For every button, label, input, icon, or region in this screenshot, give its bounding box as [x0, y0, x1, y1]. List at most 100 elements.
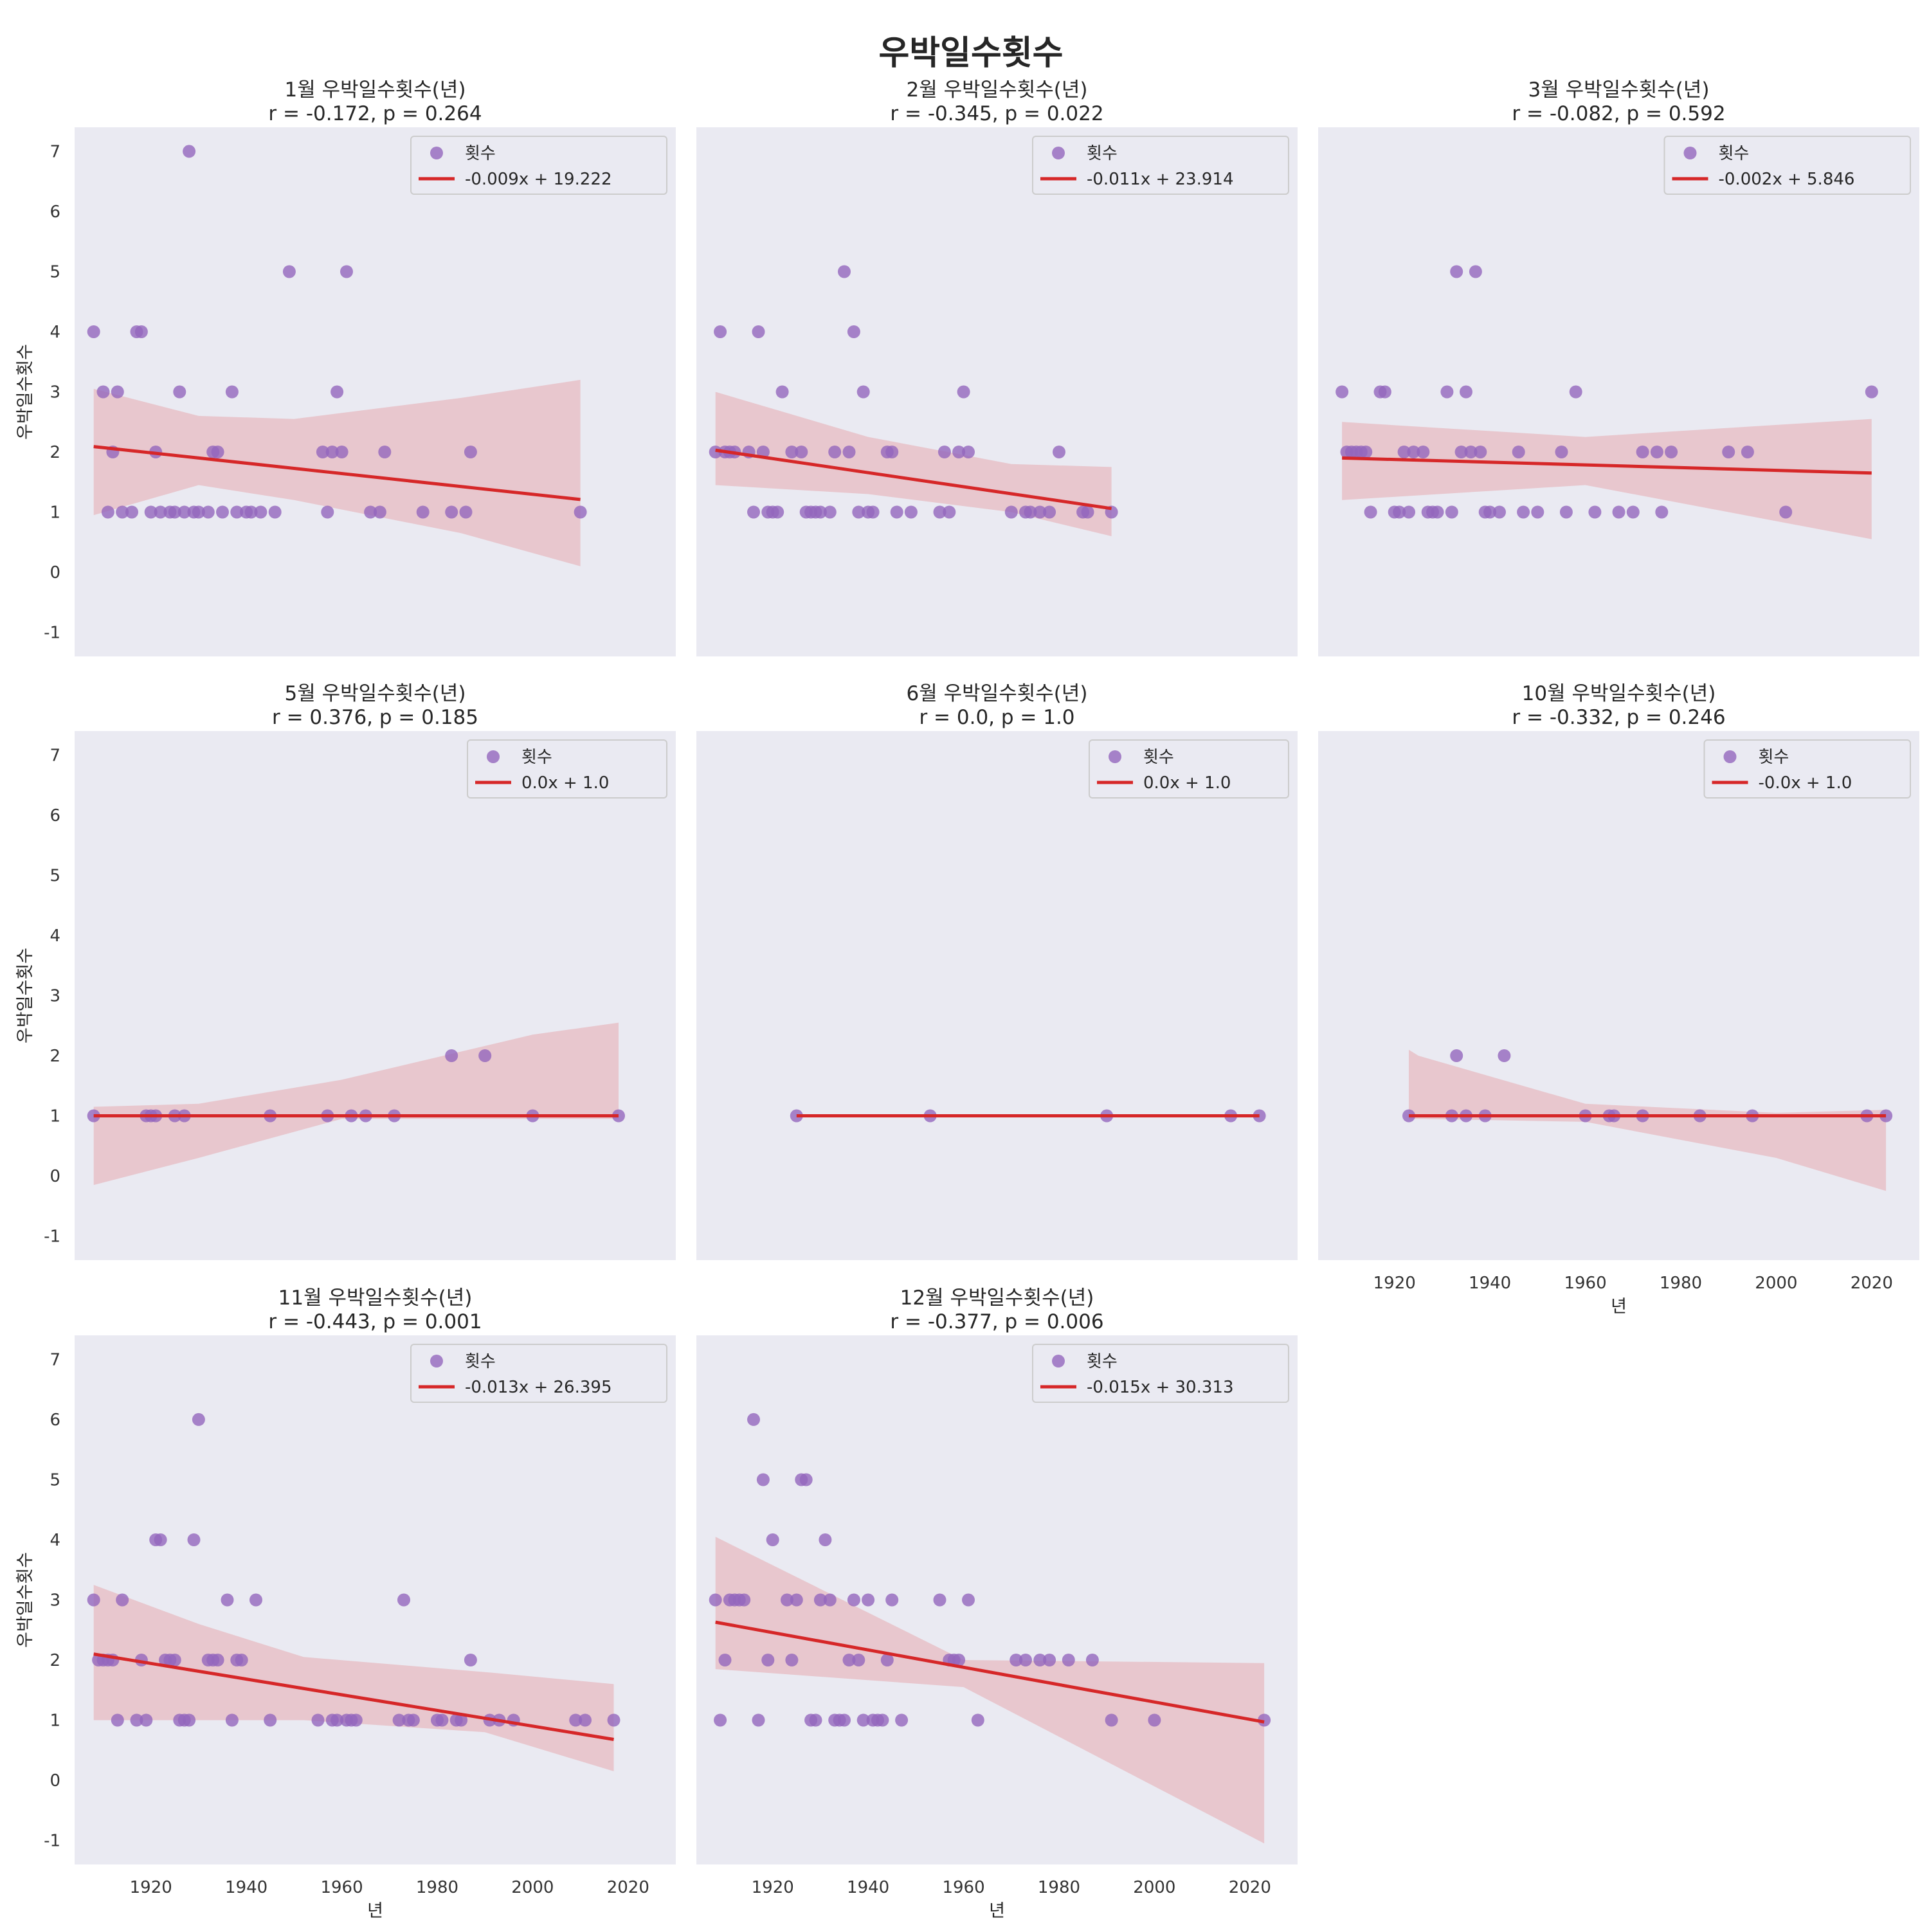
y-tick-label: 7: [50, 142, 60, 161]
subplot-stats: r = 0.376, p = 0.185: [272, 706, 478, 729]
x-tick-label: 1920: [130, 1878, 172, 1897]
x-axis-label: 년: [989, 1901, 1005, 1921]
data-point: [249, 1593, 262, 1607]
subplot-6: 10월 우박일수횟수(년)r = -0.332, p = 0.246 1920 19…: [1318, 682, 1919, 1317]
legend: 횟수 -0.002x + 5.846: [1663, 136, 1911, 195]
legend-marker-points: [1052, 1355, 1065, 1368]
data-point: [1043, 505, 1056, 519]
data-point: [574, 505, 587, 519]
subplot-title: 10월 우박일수횟수(년): [1522, 682, 1716, 705]
data-point: [201, 505, 215, 519]
x-axis-label: 년: [1611, 1297, 1627, 1317]
y-tick-label: 7: [50, 746, 60, 765]
data-point: [183, 1713, 196, 1727]
data-point: [790, 1593, 803, 1607]
data-point: [173, 385, 186, 399]
data-point: [1010, 1654, 1023, 1666]
data-point: [904, 505, 918, 519]
data-point: [771, 505, 784, 519]
data-point: [937, 446, 951, 458]
data-point: [435, 1713, 449, 1727]
data-point: [738, 1593, 751, 1607]
data-point: [445, 1049, 458, 1062]
data-point: [1665, 446, 1678, 458]
data-point: [709, 446, 722, 458]
subplot-title: 12월 우박일수횟수(년): [900, 1286, 1094, 1310]
y-tick-label: 1: [50, 1711, 60, 1731]
data-point: [1626, 505, 1640, 519]
subplot-5: 6월 우박일수횟수(년)r = 0.0, p = 1.0 횟수 0.0x + 1.0: [696, 682, 1298, 1260]
x-tick-label: 1980: [416, 1878, 458, 1897]
subplot-title: 3월 우박일수횟수(년): [1528, 78, 1710, 102]
data-point: [168, 1654, 181, 1666]
data-point: [813, 1593, 827, 1607]
regression-line: [715, 1620, 1265, 1724]
data-point: [325, 446, 339, 458]
data-point: [445, 505, 458, 519]
y-tick-label: 2: [50, 1047, 60, 1066]
data-point: [154, 505, 167, 519]
data-point: [1569, 385, 1582, 399]
x-tick-label: 2000: [1755, 1274, 1797, 1293]
legend: 횟수 -0.011x + 23.914: [1032, 136, 1289, 195]
legend-label-line: -0.015x + 30.313: [1087, 1378, 1234, 1397]
data-point: [823, 1593, 837, 1607]
data-point: [235, 1654, 248, 1666]
data-point: [311, 1713, 325, 1727]
data-point: [1588, 505, 1602, 519]
data-point: [268, 505, 282, 519]
data-point: [952, 446, 966, 458]
y-axis-label: 우박일수횟수: [15, 948, 35, 1043]
legend-box: [467, 739, 667, 799]
data-point: [1440, 385, 1454, 399]
data-point: [116, 1593, 129, 1607]
legend-label-points: 횟수: [1719, 144, 1750, 163]
data-point: [1004, 505, 1018, 519]
y-tick-label: 7: [50, 1350, 60, 1369]
y-tick-label: 5: [50, 1470, 60, 1490]
data-point: [244, 505, 258, 519]
data-point: [828, 446, 842, 458]
data-point: [714, 1713, 727, 1727]
confidence-band: [715, 392, 1112, 536]
subplot-title: 1월 우박일수횟수(년): [285, 78, 466, 102]
data-point: [177, 505, 191, 519]
data-point: [1364, 505, 1377, 519]
data-point: [1460, 385, 1472, 399]
data-point: [335, 446, 349, 458]
data-point: [349, 1713, 363, 1727]
subplot-stats: r = -0.345, p = 0.022: [890, 102, 1103, 125]
data-point: [842, 446, 856, 458]
data-point: [819, 1533, 832, 1546]
legend-label-points: 횟수: [465, 1352, 496, 1371]
data-point: [1531, 505, 1544, 519]
x-tick-label: 2020: [1851, 1274, 1893, 1293]
data-point: [130, 1713, 143, 1727]
regression-line: [1342, 456, 1872, 475]
subplot-8: 12월 우박일수횟수(년)r = -0.377, p = 0.006 1920 19…: [696, 1286, 1298, 1921]
subplot-2: 2월 우박일수횟수(년)r = -0.345, p = 0.022 횟수 -0.01…: [696, 78, 1298, 656]
data-point: [852, 505, 865, 519]
subplot-3: 3월 우박일수횟수(년)r = -0.082, p = 0.592 횟수 -0.00…: [1318, 78, 1919, 656]
data-point: [211, 1654, 224, 1666]
data-point: [756, 1473, 770, 1486]
legend-label-line: -0.0x + 1.0: [1759, 773, 1852, 793]
x-tick-label: 1940: [847, 1878, 889, 1897]
subplot-stats: r = -0.332, p = 0.246: [1512, 706, 1725, 729]
legend: 횟수 -0.013x + 26.395: [410, 1344, 667, 1403]
plot-area: [75, 127, 676, 656]
y-tick-label: 2: [50, 443, 60, 462]
data-point: [856, 1713, 870, 1727]
y-tick-label: 3: [50, 383, 60, 402]
data-point: [747, 505, 760, 519]
x-tick-label: 2000: [511, 1878, 554, 1897]
data-point: [464, 1654, 477, 1666]
data-point: [1053, 446, 1065, 458]
y-tick-label: 2: [50, 1651, 60, 1670]
data-point: [282, 265, 296, 278]
subplot-7: 11월 우박일수횟수(년)r = -0.443, p = 0.001 -1 0 1 2 3…: [15, 1286, 676, 1921]
data-point: [1469, 265, 1482, 278]
data-point: [230, 505, 244, 519]
plot-area: [696, 731, 1298, 1260]
y-tick-label: -1: [44, 1227, 60, 1247]
